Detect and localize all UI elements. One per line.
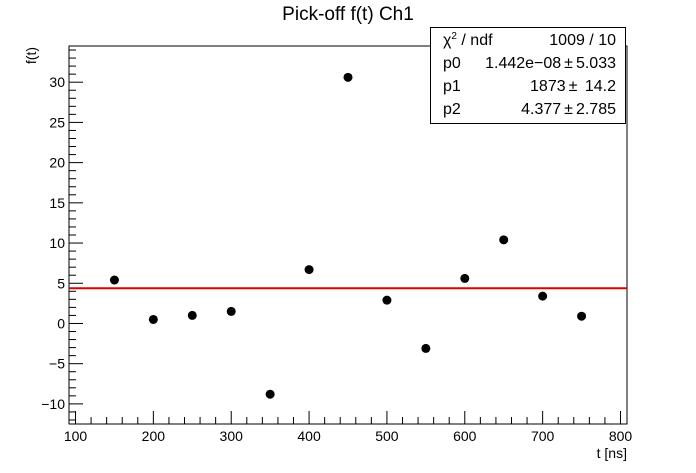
p2-label: p2	[443, 101, 461, 118]
data-point	[577, 311, 587, 321]
data-point	[538, 291, 548, 301]
data-point	[421, 343, 431, 353]
p2-value: 4.377 ±2.785	[521, 101, 616, 118]
x-tick-label: 200	[142, 428, 166, 444]
x-tick-label: 400	[297, 428, 321, 444]
data-point	[499, 235, 509, 245]
x-tick-label: 600	[453, 428, 477, 444]
p1-label: p1	[443, 78, 461, 95]
data-points	[109, 72, 587, 399]
p1-value: 1873 ± 14.2	[530, 78, 616, 95]
data-point	[304, 265, 314, 275]
stats-row-p1: p1 1873 ± 14.2	[431, 76, 625, 98]
p0-value: 1.442e−08 ±5.033	[485, 55, 616, 72]
y-tick-label: 10	[49, 235, 65, 251]
data-point	[460, 273, 470, 283]
chart-title: Pick-off f(t) Ch1	[282, 4, 414, 25]
x-tick-label: 100	[64, 428, 88, 444]
x-axis: 100 200 300 400 500 600 700 800	[64, 411, 633, 444]
data-point	[109, 275, 119, 285]
y-tick-label: 15	[49, 195, 65, 211]
y-tick-label: 30	[49, 74, 65, 90]
chi2-label: χ2 / ndf	[443, 31, 493, 50]
y-tick-label: 0	[57, 315, 65, 331]
stats-row-p0: p0 1.442e−08 ±5.033	[431, 53, 625, 75]
fit-stats-box: χ2 / ndf 1009 / 10 p0 1.442e−08 ±5.033 p1…	[430, 27, 626, 124]
y-tick-label: 5	[57, 275, 65, 291]
data-point	[382, 295, 392, 305]
y-axis-label: f(t)	[23, 47, 39, 64]
stats-row-p2: p2 4.377 ±2.785	[431, 99, 625, 121]
x-tick-label: 500	[375, 428, 399, 444]
chi2-value: 1009 / 10	[549, 32, 616, 49]
y-tick-label: −10	[41, 396, 65, 412]
stats-row-chi2: χ2 / ndf 1009 / 10	[431, 30, 625, 52]
data-point	[148, 314, 158, 324]
data-point	[226, 306, 236, 316]
p0-label: p0	[443, 55, 461, 72]
x-tick-label: 800	[609, 428, 633, 444]
data-point	[343, 72, 353, 82]
x-tick-label: 700	[531, 428, 555, 444]
y-axis: −10 −5 0 5 10 15 20 25 30	[41, 49, 83, 421]
x-axis-label: t [ns]	[597, 445, 627, 461]
data-point	[187, 310, 197, 320]
y-tick-label: 25	[49, 114, 65, 130]
x-tick-label: 300	[220, 428, 244, 444]
y-tick-label: −5	[49, 356, 65, 372]
y-tick-label: 20	[49, 155, 65, 171]
data-point	[265, 389, 275, 399]
